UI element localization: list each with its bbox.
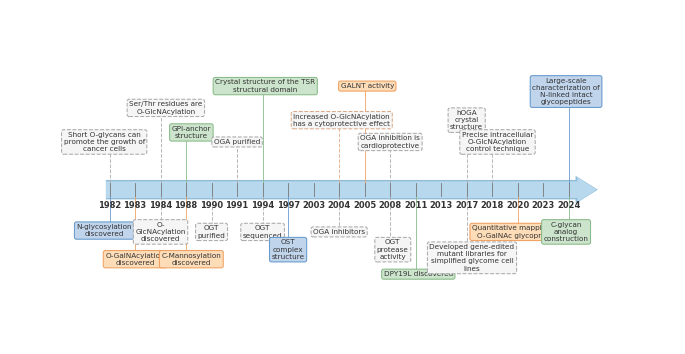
Text: 1983: 1983 bbox=[123, 201, 147, 210]
Text: OGA purified: OGA purified bbox=[214, 139, 260, 145]
Text: Crystal structure of the TSR
structural domain: Crystal structure of the TSR structural … bbox=[215, 79, 315, 93]
Text: Large-scale
characterization of
N-linked intact
glycopeptides: Large-scale characterization of N-linked… bbox=[532, 78, 600, 105]
Text: C-Mannosylation
discovered: C-Mannosylation discovered bbox=[162, 252, 221, 266]
Text: O-GalNAcylation
discovered: O-GalNAcylation discovered bbox=[105, 252, 165, 266]
Text: OGA inhibitors: OGA inhibitors bbox=[313, 229, 365, 235]
Text: O-
GlcNAcylation
discovered: O- GlcNAcylation discovered bbox=[136, 222, 186, 242]
Text: Precise intracellular
O-GlcNAcylation
control technique: Precise intracellular O-GlcNAcylation co… bbox=[462, 132, 533, 152]
Text: OGT
protease
activity: OGT protease activity bbox=[377, 239, 409, 260]
Text: OGA inhibition is
cardioprotective: OGA inhibition is cardioprotective bbox=[360, 135, 420, 149]
Text: 2003: 2003 bbox=[302, 201, 325, 210]
Text: 1990: 1990 bbox=[200, 201, 223, 210]
Text: 1991: 1991 bbox=[225, 201, 249, 210]
Text: Developed gene-edited
mutant libraries for
simplified glycome cell
lines: Developed gene-edited mutant libraries f… bbox=[429, 244, 514, 272]
Text: N-glycosylation
discovered: N-glycosylation discovered bbox=[77, 224, 132, 237]
Text: 2023: 2023 bbox=[532, 201, 555, 210]
Text: 1994: 1994 bbox=[251, 201, 274, 210]
Text: 2008: 2008 bbox=[379, 201, 401, 210]
FancyArrowPatch shape bbox=[106, 176, 598, 204]
Text: OGT
sequenced: OGT sequenced bbox=[242, 225, 282, 239]
Text: OGT
purified: OGT purified bbox=[198, 225, 225, 239]
FancyArrowPatch shape bbox=[106, 177, 597, 202]
Text: 2020: 2020 bbox=[506, 201, 530, 210]
Text: Quantitative mapping of the
O-GalNAc glycoproteome: Quantitative mapping of the O-GalNAc gly… bbox=[472, 225, 574, 239]
Text: hOGA
crystal
structure: hOGA crystal structure bbox=[450, 110, 483, 130]
Text: GPI-anchor
structure: GPI-anchor structure bbox=[172, 126, 211, 139]
Text: DPY19L discovered: DPY19L discovered bbox=[384, 271, 453, 277]
Text: 1982: 1982 bbox=[98, 201, 121, 210]
Text: 2024: 2024 bbox=[557, 201, 580, 210]
Text: 1997: 1997 bbox=[277, 201, 299, 210]
Text: 2004: 2004 bbox=[327, 201, 351, 210]
Text: 2005: 2005 bbox=[353, 201, 376, 210]
Text: 2018: 2018 bbox=[481, 201, 503, 210]
Text: 1988: 1988 bbox=[175, 201, 197, 210]
Text: 2011: 2011 bbox=[404, 201, 427, 210]
Text: 1984: 1984 bbox=[149, 201, 172, 210]
Text: 2013: 2013 bbox=[429, 201, 453, 210]
Text: C-glycan
analog
construction: C-glycan analog construction bbox=[544, 222, 588, 242]
Text: OST
complex
structure: OST complex structure bbox=[271, 239, 305, 260]
Text: Increased O-GlcNAcylation
has a cytoprotective effect: Increased O-GlcNAcylation has a cytoprot… bbox=[293, 114, 390, 127]
Text: GALNT activity: GALNT activity bbox=[340, 83, 394, 89]
Text: Short O-glycans can
promote the growth of
cancer cells: Short O-glycans can promote the growth o… bbox=[64, 132, 145, 152]
Text: Ser/Thr residues are
O-GlcNAcylation: Ser/Thr residues are O-GlcNAcylation bbox=[129, 101, 203, 115]
Text: 2017: 2017 bbox=[455, 201, 478, 210]
